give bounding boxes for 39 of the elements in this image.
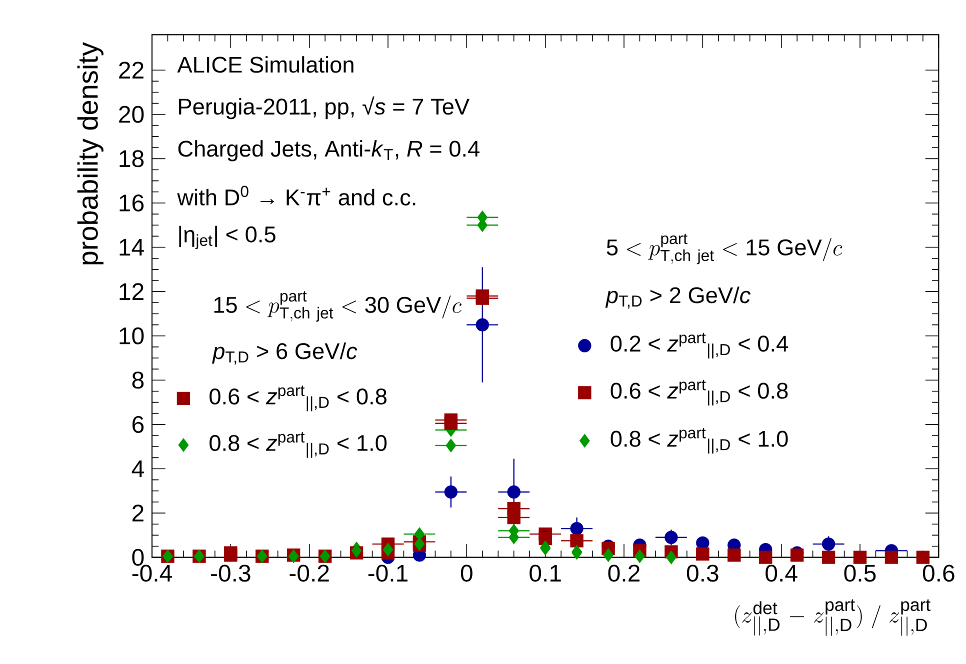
x-tick-label: 0.3 <box>686 564 718 582</box>
y-tick-label: 4 <box>132 460 144 477</box>
annotation: Perugia-2011, pp, √s = 7 TeV <box>179 96 470 120</box>
x-axis-title: $(z^{\mathrm{det}}_{\mathrm{||,D}}\ \mathrm{-}\ z^{\mathrm{part}}_{\mathrm{||,D}})\ /\ z^{\mathrm{part}}_{\mathrm{||,D}}$ <box>735 599 930 636</box>
annotation: ALICE Simulation <box>177 56 354 73</box>
legend-label: 0.8 < z$^{part}$$_{||,D}$ < 1.0 <box>210 432 387 458</box>
legend-label: 0.2 < z$^{part}$$_{||,D}$ < 0.4 <box>610 332 788 358</box>
annotation: p$_{T,D}$ > 6 GeV/c <box>212 342 358 364</box>
x-tick-label: 0.4 <box>766 564 798 582</box>
y-tick-label: 22 <box>119 62 144 78</box>
x-tick-label: 0.2 <box>608 564 640 582</box>
y-tick-label: 6 <box>132 416 144 433</box>
annotation: $\mathrm{5} < p^{\mathrm{part}}_{\mathrm{T,ch\ jet}} < \mathrm{15\ GeV}/c$ <box>606 234 842 264</box>
annotation: p$_{T,D}$ > 2 GeV/c <box>605 286 750 309</box>
y-tick-label: 8 <box>132 372 144 389</box>
annotation: |η$_{jet}$| < 0.5 <box>179 226 276 250</box>
legend-label: 0.6 < z$^{part}$$_{||,D}$ < 0.8 <box>610 380 788 406</box>
y-axis-title: probability density <box>77 42 104 264</box>
y-tick-label: 16 <box>120 194 144 212</box>
legend-label: 0.6 < z$^{part}$$_{||,D}$ < 0.8 <box>210 386 386 412</box>
y-tick-label: 14 <box>120 239 144 256</box>
x-tick-label: -0.4 <box>132 564 172 582</box>
y-tick-label: 10 <box>120 327 144 344</box>
annotation: $\mathrm{15} < p^{\mathrm{part}}_{\mathrm{T,ch\ jet}} < \mathrm{30\ GeV}/c$ <box>214 291 462 322</box>
y-tick-label: 18 <box>120 150 144 168</box>
y-tick-label: 20 <box>119 106 144 123</box>
x-tick-label: 0 <box>460 564 472 582</box>
y-tick-label: 12 <box>120 283 144 300</box>
legend-label: 0.8 < z$^{part}$$_{||,D}$ < 1.0 <box>610 428 788 454</box>
x-tick-label: 0.6 <box>922 564 954 582</box>
x-tick-label: -0.3 <box>211 564 250 582</box>
y-tick-label: 2 <box>132 504 144 522</box>
y-tick-label: 0 <box>132 548 144 566</box>
x-tick-label: -0.1 <box>368 564 408 582</box>
x-tick-label: -0.2 <box>290 564 329 582</box>
annotation: with D$^{0}$ → K$^{-}$π$^{+}$ and c.c. <box>177 186 416 206</box>
x-tick-label: 0.5 <box>844 564 876 582</box>
x-tick-label: 0.1 <box>530 564 561 582</box>
annotation: Charged Jets, Anti-k$_{T}$, R = 0.4 <box>178 140 480 162</box>
